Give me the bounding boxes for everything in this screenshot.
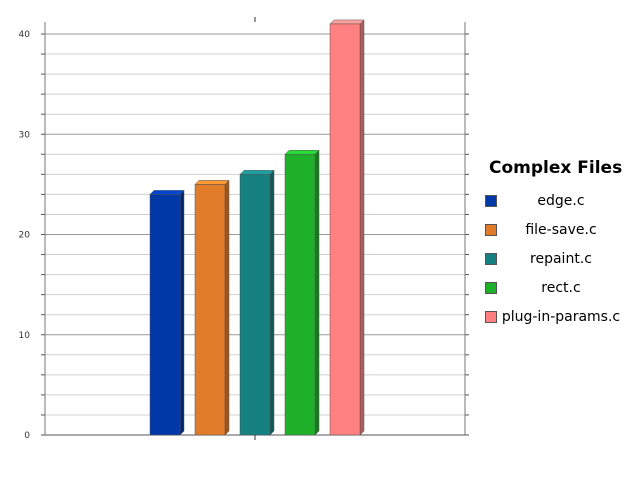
- legend-item: rect.c: [480, 273, 640, 302]
- y-tick-label: 30: [19, 130, 31, 140]
- bar-top: [329, 19, 365, 25]
- bar-front: [149, 194, 181, 436]
- bar-side: [269, 169, 275, 436]
- legend-items: edge.c file-save.c repaint.c rect.c plug-in-…: [480, 186, 640, 331]
- legend: Complex Files edge.c file-save.c repaint.c…: [480, 158, 640, 331]
- legend-swatch: [485, 252, 497, 265]
- bar: [239, 169, 275, 436]
- legend-swatch: [485, 194, 497, 207]
- bar: [194, 179, 230, 436]
- legend-item: file-save.c: [480, 215, 640, 244]
- bar-front: [284, 154, 316, 436]
- legend-swatch: [485, 281, 497, 294]
- legend-label: rect.c: [541, 279, 581, 296]
- bar-chart: 0 10 20 30 40: [19, 17, 469, 441]
- legend-label: plug-in-params.c: [501, 308, 621, 325]
- legend-swatch: [485, 310, 497, 323]
- legend-swatch: [485, 223, 497, 236]
- bar-front: [194, 184, 226, 436]
- bar-top: [239, 170, 275, 175]
- legend-label: repaint.c: [530, 250, 592, 267]
- legend-label: edge.c: [537, 192, 585, 209]
- bar-side: [314, 149, 320, 436]
- legend-label: file-save.c: [525, 221, 597, 238]
- bar-front: [239, 174, 271, 436]
- y-axis-ticks: 0 10 20 30 40: [19, 30, 31, 441]
- bar-top: [149, 190, 185, 195]
- y-tick-label: 10: [19, 331, 31, 341]
- legend-item: edge.c: [480, 186, 640, 215]
- y-tick-label: 0: [24, 431, 30, 441]
- y-tick-label: 40: [19, 30, 31, 40]
- legend-item: plug-in-params.c: [480, 302, 640, 331]
- bar-side: [359, 19, 365, 436]
- legend-item: repaint.c: [480, 244, 640, 273]
- bar: [329, 19, 365, 436]
- bar-top: [194, 180, 230, 185]
- bar-front: [329, 23, 361, 436]
- bars: [149, 19, 365, 436]
- y-tick-label: 20: [19, 231, 31, 241]
- bar: [284, 149, 320, 436]
- bar-side: [224, 179, 230, 436]
- bar-top: [284, 150, 320, 155]
- legend-title: Complex Files: [489, 158, 623, 178]
- bar-side: [179, 189, 185, 436]
- bar: [149, 189, 185, 436]
